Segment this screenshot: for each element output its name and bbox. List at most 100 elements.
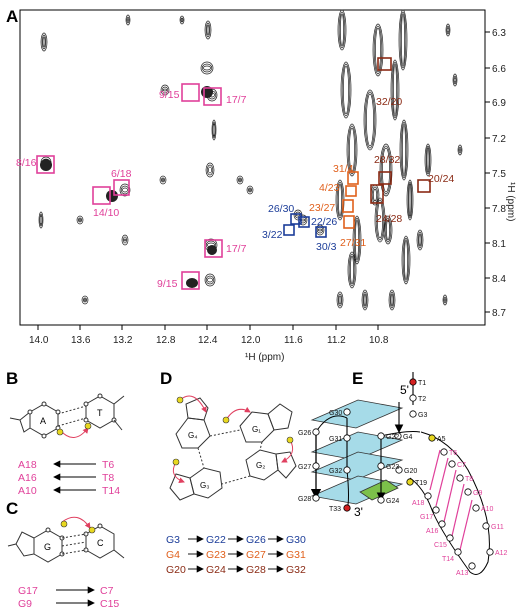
quartet-residue: G32	[286, 564, 306, 576]
nmr-contour-spot	[452, 73, 458, 87]
nmr-contour-spot	[237, 177, 243, 183]
nmr-contour-spot	[121, 234, 129, 246]
topology-node-label: A16	[426, 528, 439, 535]
topology-node-label: G30	[329, 410, 342, 417]
y-tick-label: 8.4	[492, 274, 506, 285]
topology-node	[438, 520, 446, 528]
at-base-pair-structure	[9, 393, 125, 439]
topology-node	[343, 408, 351, 416]
topology-node	[312, 428, 320, 436]
quartet-residue: G23	[206, 549, 226, 561]
topology-node	[456, 474, 464, 482]
nmr-contour-spot	[338, 295, 342, 305]
nmr-peak-label: 27/31	[340, 237, 366, 249]
topology-node-label: T6	[449, 450, 457, 457]
topology-node	[377, 496, 385, 504]
topology-node-label: G9	[473, 490, 482, 497]
nmr-contour-spot	[337, 293, 343, 307]
topology-node	[409, 410, 417, 418]
nmr-peak-box	[347, 171, 359, 185]
topology-node	[343, 434, 351, 442]
topology-node	[343, 504, 351, 512]
nmr-contour-spot	[404, 239, 408, 281]
nmr-contour-spot	[122, 187, 128, 193]
x-tick-label: 12.0	[241, 335, 261, 346]
panel-letter-d: D	[160, 369, 172, 388]
topology-node	[377, 462, 385, 470]
nmr-contour-spot	[126, 18, 130, 22]
nmr-contour-spot	[350, 255, 354, 285]
y-tick-label: 6.3	[492, 28, 506, 39]
nmr-contour-spot	[363, 89, 377, 151]
imino-proton-marker-c	[88, 526, 96, 534]
nmr-contour-spot	[161, 86, 169, 94]
nmr-contour-spot	[125, 14, 131, 26]
nmr-x-axis: 14.0 13.6 13.2 12.8 12.4 12.0 11.6 11.2 10.8	[29, 325, 389, 346]
nmr-peak-box	[283, 224, 295, 236]
nmr-peak-label: 17/7	[226, 94, 247, 106]
quartet-residue: G31	[286, 549, 306, 561]
topology-node	[482, 522, 490, 530]
quartet-label-g2: G₂	[256, 461, 265, 470]
nmr-contour-spot	[40, 32, 48, 52]
nmr-contour-spot	[238, 178, 242, 182]
nmr-contour-spot	[159, 175, 167, 185]
y-tick-label: 8.7	[492, 308, 506, 319]
nmr-contour-spot	[401, 235, 411, 285]
nmr-peak-box	[342, 199, 354, 213]
nmr-contour-spot	[204, 273, 216, 287]
topology-node-label: A18	[412, 500, 425, 507]
nmr-contour-spot	[362, 291, 368, 309]
nmr-peak-label: 22/26	[311, 216, 337, 228]
pair-left: A18	[18, 459, 37, 471]
nmr-contour-spot	[246, 185, 254, 195]
pair-left: A10	[18, 485, 37, 497]
nmr-contour-spot	[382, 147, 390, 193]
nmr-contour-spot	[375, 27, 381, 73]
nmr-contour-spot	[400, 121, 408, 179]
topology-node-label: T8	[465, 476, 473, 483]
nmr-contour-spot	[372, 23, 384, 77]
topology-node-label: T2	[418, 396, 426, 403]
topology-node	[343, 466, 351, 474]
quartet-label-g4: G₄	[188, 431, 198, 440]
nmr-peak-box	[298, 216, 310, 228]
y-tick-label: 7.2	[492, 134, 506, 145]
topology-node	[394, 432, 402, 440]
topology-node	[468, 562, 476, 570]
nmr-peak-label: 17/7	[226, 243, 247, 255]
topology-node	[440, 448, 448, 456]
nmr-contour-spot	[445, 23, 451, 37]
nmr-peak-dark	[207, 245, 217, 255]
pair-right: T6	[102, 459, 114, 471]
topology-node-label: G11	[491, 524, 504, 531]
panel-letter-e: E	[352, 369, 363, 388]
nmr-contour-spot	[212, 123, 216, 137]
nmr-contour-spot	[78, 218, 82, 222]
x-tick-label: 12.8	[156, 335, 176, 346]
nmr-contour-spot	[337, 9, 347, 51]
nmr-peak-box	[204, 239, 223, 258]
nmr-contour-spot	[340, 13, 344, 47]
nmr-contour-spot	[418, 233, 422, 247]
nmr-contour-spot	[318, 228, 322, 232]
topology-node	[312, 462, 320, 470]
nmr-contour-spot	[336, 291, 344, 309]
nmr-contour-spot	[347, 251, 357, 289]
topology-node	[409, 394, 417, 402]
nmr-contour-spot	[163, 88, 167, 92]
topology-node-label: G22	[386, 434, 399, 441]
nmr-contour-spot	[390, 293, 394, 307]
quartet-label-g3: G₃	[200, 481, 209, 490]
nmr-peak-label: 24/28	[376, 213, 402, 225]
nmr-x-axis-label: ¹H (ppm)	[245, 352, 284, 363]
topology-node-label: A5	[437, 436, 446, 443]
topology-node-label: G31	[329, 436, 342, 443]
nmr-contour-spot	[402, 123, 406, 177]
topology-node-label: C15	[434, 542, 447, 549]
three-prime-label: 3'	[354, 505, 363, 519]
nmr-peak-label: 4/23	[319, 182, 340, 194]
at-pair-list: A18 T6 A16 T8 A10 T14	[18, 459, 120, 497]
nmr-contour-spot	[180, 18, 184, 22]
